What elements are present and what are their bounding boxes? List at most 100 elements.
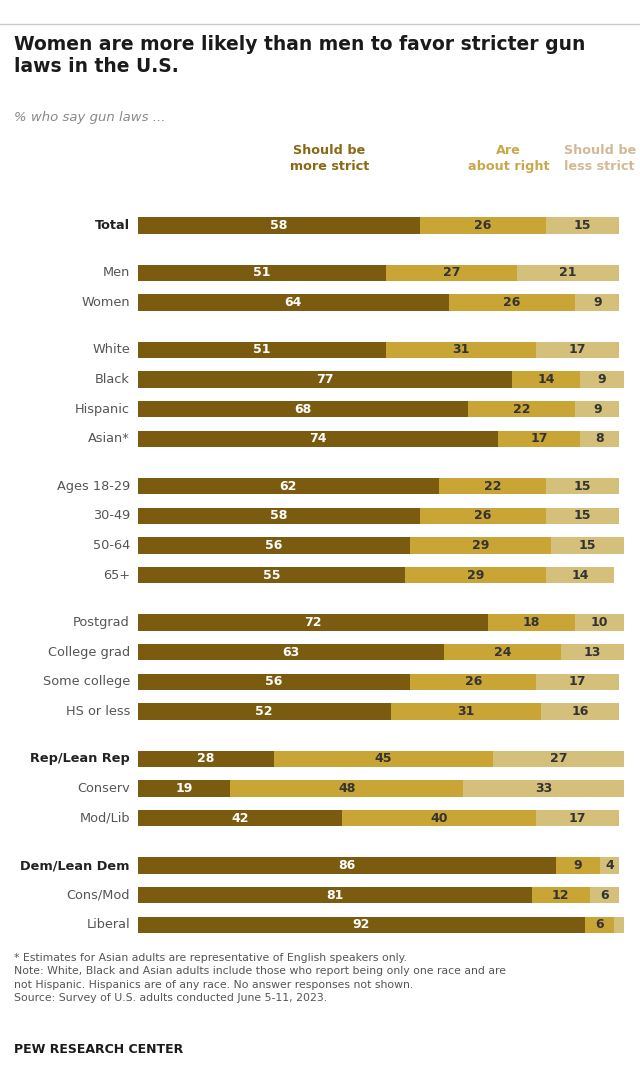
Text: 51: 51 xyxy=(253,267,270,280)
Text: % who say gun laws ...: % who say gun laws ... xyxy=(14,111,166,124)
Text: White: White xyxy=(92,343,130,356)
FancyBboxPatch shape xyxy=(138,615,488,631)
Text: Are
about right: Are about right xyxy=(468,144,550,173)
FancyBboxPatch shape xyxy=(541,703,619,719)
FancyBboxPatch shape xyxy=(512,372,580,388)
Text: 27: 27 xyxy=(443,267,460,280)
Text: 48: 48 xyxy=(338,782,355,795)
FancyBboxPatch shape xyxy=(556,858,600,874)
FancyBboxPatch shape xyxy=(138,538,410,554)
Text: Should be
more strict: Should be more strict xyxy=(290,144,369,173)
FancyBboxPatch shape xyxy=(575,401,619,417)
FancyBboxPatch shape xyxy=(138,674,410,690)
Text: 62: 62 xyxy=(280,480,297,492)
Text: 56: 56 xyxy=(265,675,282,688)
FancyBboxPatch shape xyxy=(488,615,575,631)
FancyBboxPatch shape xyxy=(532,887,590,903)
FancyBboxPatch shape xyxy=(138,265,386,281)
FancyBboxPatch shape xyxy=(342,810,536,826)
Text: 68: 68 xyxy=(294,403,312,416)
Text: 14: 14 xyxy=(538,373,555,386)
Text: 26: 26 xyxy=(474,219,492,232)
Text: Rep/Lean Rep: Rep/Lean Rep xyxy=(30,753,130,766)
Text: 42: 42 xyxy=(231,811,248,825)
FancyBboxPatch shape xyxy=(138,217,420,233)
Text: Some college: Some college xyxy=(43,675,130,688)
Text: Men: Men xyxy=(102,267,130,280)
FancyBboxPatch shape xyxy=(497,431,580,447)
FancyBboxPatch shape xyxy=(386,341,536,359)
Text: 6: 6 xyxy=(595,918,604,931)
Text: 29: 29 xyxy=(467,568,484,582)
FancyBboxPatch shape xyxy=(463,781,624,797)
Text: Black: Black xyxy=(95,373,130,386)
Text: 40: 40 xyxy=(431,811,448,825)
Text: 6: 6 xyxy=(600,889,609,902)
Text: 81: 81 xyxy=(326,889,343,902)
Text: 17: 17 xyxy=(569,675,586,688)
FancyBboxPatch shape xyxy=(468,401,575,417)
FancyBboxPatch shape xyxy=(546,508,619,524)
FancyBboxPatch shape xyxy=(274,751,493,767)
FancyBboxPatch shape xyxy=(546,478,619,495)
FancyBboxPatch shape xyxy=(585,917,614,933)
FancyBboxPatch shape xyxy=(493,751,624,767)
Text: 52: 52 xyxy=(255,705,273,718)
FancyBboxPatch shape xyxy=(420,508,546,524)
FancyBboxPatch shape xyxy=(138,372,512,388)
Text: 86: 86 xyxy=(338,859,355,872)
Text: 21: 21 xyxy=(559,267,577,280)
FancyBboxPatch shape xyxy=(138,401,468,417)
Text: 27: 27 xyxy=(550,753,567,766)
FancyBboxPatch shape xyxy=(230,781,463,797)
FancyBboxPatch shape xyxy=(561,644,624,660)
Text: 15: 15 xyxy=(579,539,596,552)
FancyBboxPatch shape xyxy=(410,674,536,690)
FancyBboxPatch shape xyxy=(390,703,541,719)
Text: Mod/Lib: Mod/Lib xyxy=(79,811,130,825)
Text: 17: 17 xyxy=(530,432,548,445)
Text: 28: 28 xyxy=(197,753,214,766)
Text: 22: 22 xyxy=(484,480,501,492)
FancyBboxPatch shape xyxy=(444,644,561,660)
Text: 19: 19 xyxy=(175,782,193,795)
Text: 31: 31 xyxy=(452,343,470,356)
Text: 12: 12 xyxy=(552,889,570,902)
Text: 26: 26 xyxy=(465,675,482,688)
FancyBboxPatch shape xyxy=(449,295,575,311)
Text: Ages 18-29: Ages 18-29 xyxy=(57,480,130,492)
Text: 29: 29 xyxy=(472,539,489,552)
Text: 65+: 65+ xyxy=(103,568,130,582)
Text: 15: 15 xyxy=(574,480,591,492)
Text: 77: 77 xyxy=(316,373,333,386)
FancyBboxPatch shape xyxy=(138,751,274,767)
Text: 26: 26 xyxy=(504,296,521,309)
Text: 9: 9 xyxy=(593,296,602,309)
Text: 74: 74 xyxy=(309,432,326,445)
FancyBboxPatch shape xyxy=(138,341,386,359)
Text: 15: 15 xyxy=(574,219,591,232)
FancyBboxPatch shape xyxy=(138,781,230,797)
FancyBboxPatch shape xyxy=(536,674,619,690)
Text: Should be
less strict: Should be less strict xyxy=(564,144,636,173)
Text: Total: Total xyxy=(95,219,130,232)
FancyBboxPatch shape xyxy=(138,567,405,583)
FancyBboxPatch shape xyxy=(536,341,619,359)
FancyBboxPatch shape xyxy=(138,810,342,826)
Text: 56: 56 xyxy=(265,539,282,552)
Text: 8: 8 xyxy=(595,432,604,445)
Text: 14: 14 xyxy=(572,568,589,582)
FancyBboxPatch shape xyxy=(410,538,551,554)
Text: 16: 16 xyxy=(572,705,589,718)
Text: Postgrad: Postgrad xyxy=(73,616,130,629)
Text: Conserv: Conserv xyxy=(77,782,130,795)
Text: 45: 45 xyxy=(374,753,392,766)
Text: PEW RESEARCH CENTER: PEW RESEARCH CENTER xyxy=(14,1043,183,1056)
Text: 50-64: 50-64 xyxy=(93,539,130,552)
FancyBboxPatch shape xyxy=(138,431,497,447)
FancyBboxPatch shape xyxy=(600,858,619,874)
FancyBboxPatch shape xyxy=(138,917,585,933)
Text: 63: 63 xyxy=(282,646,300,659)
FancyBboxPatch shape xyxy=(580,431,619,447)
Text: 4: 4 xyxy=(605,859,614,872)
